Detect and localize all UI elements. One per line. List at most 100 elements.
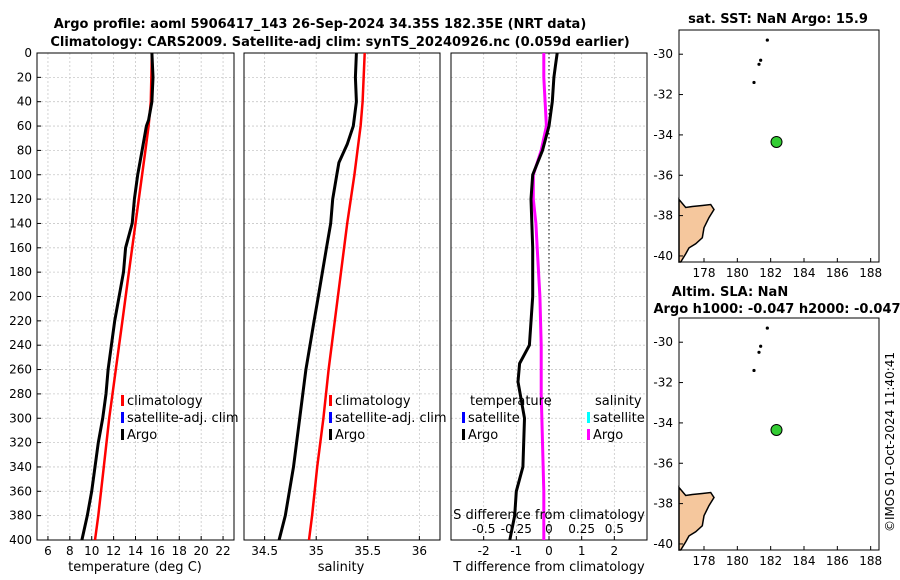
map-lat-label: -32: [653, 88, 673, 102]
depth-tick-label: 360: [9, 484, 32, 498]
float-past-position: [752, 368, 756, 373]
map-lat-label: -34: [653, 416, 673, 430]
legend-t-satellite-label: satellite: [468, 411, 520, 426]
climatology-temp-line: [93, 52, 154, 541]
sla-map-title: Altim. SLA: NaN: [672, 285, 788, 300]
s-diff-tick-label: -0.5: [472, 522, 495, 536]
legend-argo-label: Argo: [127, 428, 157, 443]
x-tick-label: 8: [66, 544, 74, 558]
salinity-panel: 34.5 35 35.5 36 climatology satellite-adj. cl…: [243, 52, 447, 558]
x-tick-label: -2: [478, 544, 490, 558]
x-tick-label: 35: [309, 544, 324, 558]
float-past-position: [752, 80, 756, 85]
map-lon-label: 178: [693, 266, 716, 280]
axes-frame: [243, 52, 441, 541]
depth-tick-label: 180: [9, 265, 32, 279]
x-tick-label: 10: [84, 544, 99, 558]
s-diff-tick-label: -0.25: [501, 522, 532, 536]
map-lon-label: 182: [759, 554, 782, 568]
argo-temp-line: [80, 52, 155, 541]
depth-tick-label: 100: [9, 168, 32, 182]
legend-argo-swatch: [121, 429, 124, 440]
map-lon-label: 186: [826, 554, 849, 568]
x-tick-label: 2: [611, 544, 619, 558]
legend-sal-satellite-adj-swatch: [329, 412, 332, 423]
x-tick-label: 12: [106, 544, 121, 558]
figure-title-line1: Argo profile: aoml 5906417_143 26-Sep-20…: [54, 17, 587, 32]
sla-map-subtitle: Argo h1000: -0.047 h2000: -0.047: [653, 302, 900, 317]
land-area: [678, 197, 715, 263]
x-tick-label: 36: [412, 544, 427, 558]
map-lat-label: -32: [653, 376, 673, 390]
map-lon-label: 182: [759, 266, 782, 280]
x-tick-label: 20: [194, 544, 209, 558]
legend-satellite-adj-swatch: [121, 412, 124, 423]
sdiff-top-label: S difference from climatology: [453, 508, 645, 523]
map-lat-label: -38: [653, 209, 673, 223]
depth-tick-label: 200: [9, 290, 32, 304]
legend-t-argo-label: Argo: [468, 428, 498, 443]
legend-s-argo-swatch: [587, 429, 590, 440]
float-past-position: [757, 350, 761, 354]
float-past-position: [757, 62, 761, 66]
x-tick-label: 18: [172, 544, 187, 558]
s-diff-tick-label: 0.25: [568, 522, 595, 536]
legend-t-satellite-swatch: [462, 412, 465, 423]
float-past-position: [759, 58, 763, 62]
salinity-xlabel: salinity: [318, 560, 365, 575]
float-current-position: [770, 135, 783, 148]
float-past-position: [759, 344, 763, 348]
depth-tick-label: 80: [17, 143, 32, 157]
legend-s-satellite-swatch: [587, 412, 590, 423]
legend-t-argo-swatch: [462, 429, 465, 440]
depth-tick-label: 60: [17, 119, 32, 133]
depth-tick-label: 240: [9, 338, 32, 352]
sst-map-title: sat. SST: NaN Argo: 15.9: [688, 12, 868, 27]
map-lat-label: -36: [653, 168, 673, 182]
depth-tick-label: 220: [9, 314, 32, 328]
legend-sal-climatology-swatch: [329, 395, 332, 406]
tdiff-xlabel: T difference from climatology: [452, 560, 645, 575]
depth-tick-label: 280: [9, 387, 32, 401]
legend-satellite-adj-label: satellite-adj. clim: [127, 411, 239, 426]
map-lon-label: 180: [726, 554, 749, 568]
map-lat-label: -38: [653, 497, 673, 511]
x-tick-label: -1: [510, 544, 522, 558]
legend-s-argo-label: Argo: [593, 428, 623, 443]
map-lat-label: -30: [653, 47, 673, 61]
x-tick-label: 35.5: [354, 544, 381, 558]
map-lon-label: 188: [859, 266, 882, 280]
map-frame: [678, 29, 880, 263]
land-area: [678, 485, 715, 551]
legend-t-title: temperature: [470, 394, 552, 409]
depth-tick-label: 380: [9, 509, 32, 523]
float-past-position: [765, 38, 769, 42]
x-tick-label: 14: [128, 544, 143, 558]
depth-tick-label: 300: [9, 411, 32, 425]
depth-tick-label: 260: [9, 363, 32, 377]
depth-tick-label: 140: [9, 216, 32, 230]
map-lon-label: 184: [793, 266, 816, 280]
depth-tick-label: 40: [17, 95, 32, 109]
legend-sal-satellite-adj-label: satellite-adj. clim: [335, 411, 447, 426]
map-lon-label: 184: [793, 554, 816, 568]
map-frame: [678, 317, 880, 551]
map-lon-label: 186: [826, 266, 849, 280]
map-lon-label: 180: [726, 266, 749, 280]
difference-panel: -2 -1 0 1 2 -0.5 -0.25 0 0.25 0.5 temperature satel…: [450, 52, 648, 558]
imos-credit: ©IMOS 01-Oct-2024 11:40:41: [883, 352, 897, 532]
map-lat-label: -40: [653, 249, 673, 263]
map-lat-label: -36: [653, 456, 673, 470]
climatology-sal-line: [307, 52, 366, 541]
depth-tick-label: 0: [24, 46, 32, 60]
depth-tick-label: 400: [9, 533, 32, 547]
map-lat-label: -30: [653, 335, 673, 349]
figure-title-line2: Climatology: CARS2009. Satellite-adj cli…: [50, 35, 629, 50]
s-diff-tick-label: 0.5: [605, 522, 624, 536]
map-lon-label: 178: [693, 554, 716, 568]
float-current-position: [770, 423, 783, 436]
temperature-xlabel: temperature (deg C): [68, 560, 202, 575]
x-tick-label: 16: [150, 544, 165, 558]
map-lat-label: -34: [653, 128, 673, 142]
